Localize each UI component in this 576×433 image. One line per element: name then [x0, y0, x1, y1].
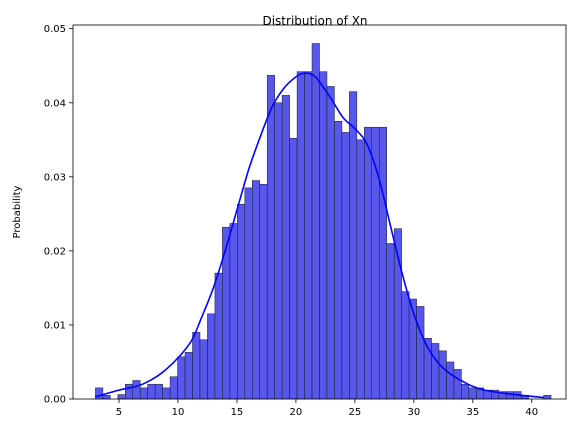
histogram-bar [311, 43, 320, 400]
histogram-bar [139, 387, 148, 400]
histogram-bar [117, 394, 126, 400]
histogram-bar [192, 332, 201, 400]
histogram-bar [319, 71, 328, 400]
histogram-bar [154, 383, 163, 400]
x-tick-label: 10 [172, 407, 185, 418]
x-tick-label: 40 [525, 407, 538, 418]
histogram-bar [177, 356, 186, 400]
histogram-bar [543, 395, 552, 400]
histogram-bar [281, 95, 290, 400]
histogram-bar [341, 132, 350, 400]
histogram-bar [468, 387, 477, 400]
histogram-bar [401, 291, 410, 400]
histogram-bar [326, 86, 335, 400]
y-tick-label: 0.05 [44, 24, 66, 35]
histogram-bar [364, 126, 373, 400]
histogram-bar [229, 223, 238, 400]
histogram-bar [431, 343, 440, 400]
histogram-bar [453, 369, 462, 400]
histogram-bar [266, 75, 275, 400]
histogram-bar [461, 383, 470, 400]
histogram-bar [259, 183, 268, 400]
histogram-bar [102, 395, 111, 400]
y-axis: 0.00 0.01 0.02 0.03 0.04 0.05 [44, 24, 73, 406]
bars-group [95, 43, 552, 400]
histogram-bar [289, 138, 298, 400]
y-tick-label: 0.01 [44, 320, 66, 331]
kde-curve [95, 72, 544, 399]
histogram-bar [438, 350, 447, 400]
histogram-bar [184, 352, 193, 400]
histogram-bar [207, 313, 216, 400]
histogram-bar [252, 180, 260, 400]
histogram-bar [237, 203, 246, 400]
histogram-bar [378, 126, 387, 400]
histogram-bar [244, 187, 253, 400]
y-tick-label: 0.03 [44, 172, 66, 183]
histogram-bar [222, 226, 231, 400]
histogram-bar [296, 71, 305, 400]
histogram-bar [386, 243, 395, 400]
histogram-bar [408, 298, 417, 400]
x-tick-label: 35 [466, 407, 479, 418]
histogram-bar [162, 387, 171, 400]
histogram-bar [147, 383, 156, 400]
chart-title: Distribution of Xn [262, 14, 367, 28]
x-axis: 5 10 15 20 25 30 35 40 [116, 399, 538, 418]
y-tick-label: 0.04 [44, 98, 66, 109]
histogram-bar [416, 306, 425, 400]
histogram-bar [132, 380, 141, 400]
histogram-bar [505, 391, 514, 400]
histogram-bar [214, 272, 223, 400]
x-tick-label: 15 [231, 407, 244, 418]
histogram-bar [356, 139, 365, 400]
x-tick-label: 20 [290, 407, 303, 418]
y-tick-label: 0.00 [44, 395, 66, 406]
plot-frame [72, 24, 567, 400]
x-tick-label: 25 [349, 407, 362, 418]
histogram-bar [446, 361, 455, 400]
histogram-bar [199, 339, 208, 400]
x-tick-label: 30 [407, 407, 420, 418]
histogram-bar [125, 383, 134, 400]
histogram-bar [334, 121, 343, 400]
histogram-bar [95, 387, 104, 400]
histogram-bar [304, 71, 313, 400]
histogram-bar [274, 102, 283, 400]
y-axis-label: Probability [12, 185, 23, 238]
histogram-bar [169, 376, 178, 400]
x-tick-label: 5 [116, 407, 122, 418]
histogram-bar [349, 91, 358, 400]
y-tick-label: 0.02 [44, 246, 66, 257]
